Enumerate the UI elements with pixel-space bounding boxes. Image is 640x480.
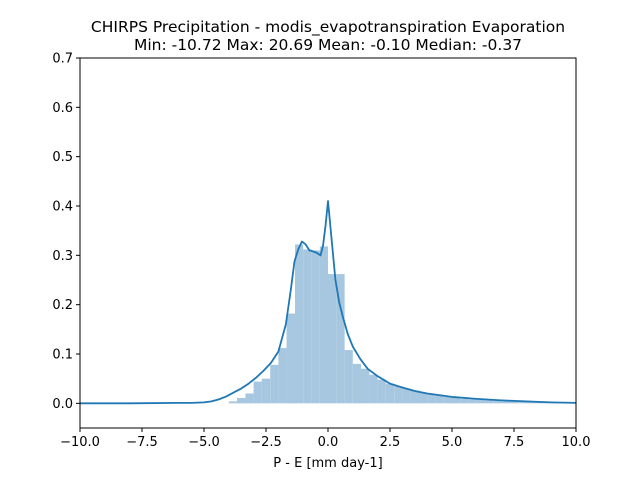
histogram-bar	[452, 397, 461, 404]
histogram-bar	[278, 348, 287, 404]
y-tick-label: 0.1	[52, 348, 73, 363]
x-tick-label: −5.0	[188, 435, 220, 450]
histogram-bar	[228, 401, 237, 404]
histogram-bar	[460, 398, 469, 404]
histogram-bar	[286, 313, 296, 404]
histogram-bar	[360, 368, 370, 404]
histogram-bar	[336, 274, 345, 404]
histogram-bar	[261, 378, 271, 404]
chart-title: CHIRPS Precipitation - modis_evapotransp…	[91, 18, 565, 37]
x-tick-label: 0.0	[318, 435, 339, 450]
histogram-bar	[352, 363, 361, 404]
histogram-bar	[253, 381, 262, 404]
histogram-bar	[435, 395, 444, 404]
histogram-bar	[402, 388, 411, 404]
density-curve	[80, 200, 577, 405]
histogram-bars	[228, 244, 576, 404]
density-curve-layer	[80, 200, 577, 405]
x-axis-label: P - E [mm day-1]	[273, 456, 382, 471]
x-tick-label: −2.5	[250, 435, 282, 450]
y-axis-ticks: 0.0 0.1 0.2 0.3 0.4 0.5 0.6 0.7	[52, 52, 80, 412]
y-tick-label: 0.0	[52, 397, 73, 412]
histogram-bar	[394, 386, 403, 404]
x-tick-label: 10.0	[562, 435, 591, 450]
histogram-bar	[270, 364, 279, 404]
x-tick-label: 5.0	[442, 435, 463, 450]
histogram-bar	[319, 246, 328, 404]
histogram-bar	[311, 250, 320, 404]
histogram-bar	[427, 393, 436, 404]
y-tick-label: 0.2	[52, 298, 73, 313]
histogram-bar	[501, 401, 519, 404]
y-tick-label: 0.7	[52, 52, 73, 67]
histogram-bar	[303, 249, 312, 404]
histogram-bar	[295, 244, 304, 404]
histogram-bar	[236, 397, 246, 404]
y-tick-label: 0.5	[52, 150, 73, 165]
histogram-bar	[493, 400, 502, 404]
histogram-bar	[385, 383, 395, 404]
histogram-bar	[344, 350, 353, 404]
histogram-bar	[377, 379, 386, 404]
histogram-bar	[468, 399, 477, 404]
histogram-bar	[245, 393, 254, 404]
histogram-bar	[419, 392, 428, 404]
x-tick-label: −10.0	[60, 435, 100, 450]
y-tick-label: 0.3	[52, 249, 73, 264]
y-tick-label: 0.6	[52, 101, 73, 116]
x-tick-label: 2.5	[380, 435, 401, 450]
histogram-bar	[328, 274, 337, 404]
x-axis-ticks: −10.0 −7.5 −5.0 −2.5 0.0 2.5 5.0 7.5 10.0	[60, 428, 590, 450]
y-tick-label: 0.4	[52, 200, 73, 215]
histogram-bar	[476, 399, 485, 404]
histogram-bar	[518, 401, 535, 404]
x-tick-label: −7.5	[126, 435, 158, 450]
histogram-bar	[369, 374, 378, 404]
histogram-bar	[410, 390, 420, 404]
chart-subtitle: Min: -10.72 Max: 20.69 Mean: -0.10 Media…	[134, 36, 522, 54]
histogram-bar	[443, 396, 452, 404]
histogram-bar	[484, 400, 494, 404]
x-tick-label: 7.5	[504, 435, 525, 450]
